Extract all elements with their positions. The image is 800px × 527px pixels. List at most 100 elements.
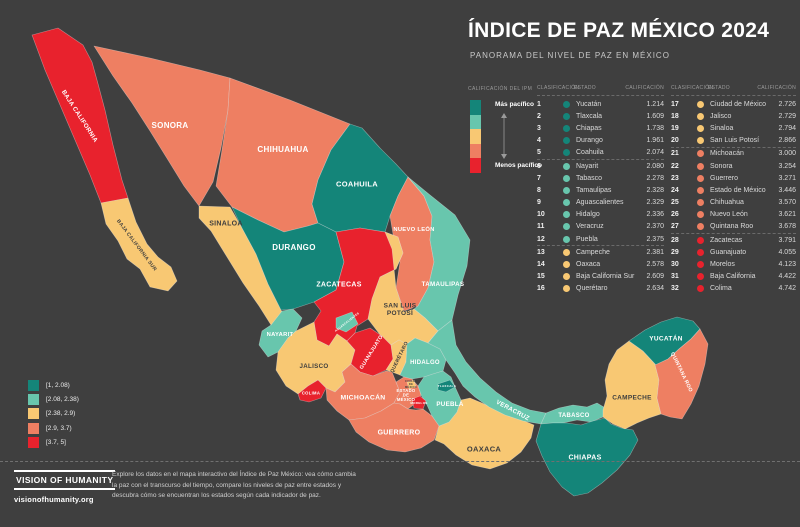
state-name-cell: Nuevo León xyxy=(710,211,748,219)
state-tlaxcala[interactable] xyxy=(437,379,456,393)
state-ciudad_de_mexico[interactable] xyxy=(406,379,417,390)
rank-cell: 2 xyxy=(537,112,541,120)
state-color-dot-icon xyxy=(563,261,570,269)
score-cell: 2.336 xyxy=(646,211,664,219)
score-cell: 2.375 xyxy=(646,235,664,243)
state-name-cell: Hidalgo xyxy=(576,211,600,219)
vision-of-humanity-url[interactable]: visionofhumanity.org xyxy=(14,495,94,504)
score-cell: 1.738 xyxy=(646,124,664,132)
table-row: 13 Campeche 2.381 xyxy=(537,245,664,258)
legend-item: [2.08, 2.38) xyxy=(28,392,79,406)
page-title: ÍNDICE DE PAZ MÉXICO 2024 xyxy=(468,19,770,42)
score-cell: 2.328 xyxy=(646,186,664,194)
rank-cell: 11 xyxy=(537,223,545,231)
table-row: 6 Nayarit 2.080 xyxy=(537,158,664,172)
state-label-sinaloa: SINALOA xyxy=(209,220,243,227)
state-baja_california[interactable] xyxy=(31,27,129,204)
state-name-cell: Ciudad de México xyxy=(710,100,767,108)
state-name-cell: Chiapas xyxy=(576,124,602,132)
state-name-cell: Tlaxcala xyxy=(576,112,603,120)
legend-item: [3.7, 5] xyxy=(28,436,79,450)
score-column-header: CALIFICACIÓN xyxy=(757,85,796,91)
state-name-cell: Puebla xyxy=(576,235,598,243)
state-name-cell: Colima xyxy=(710,285,732,293)
rank-cell: 29 xyxy=(671,248,679,256)
state-color-dot-icon xyxy=(697,285,704,293)
table-row: 14 Oaxaca 2.578 xyxy=(537,258,664,270)
state-guerrero[interactable] xyxy=(348,402,440,453)
table-row: 9 Aguascalientes 2.329 xyxy=(537,197,664,209)
table-row: 19 Sinaloa 2.794 xyxy=(671,122,796,134)
table-row: 21 Michoacán 3.000 xyxy=(671,146,796,160)
state-name-cell: Veracruz xyxy=(576,223,604,231)
state-label-tabasco: TABASCO xyxy=(558,413,589,419)
state-color-dot-icon xyxy=(563,285,570,293)
score-cell: 4.055 xyxy=(778,248,796,256)
state-aguascalientes[interactable] xyxy=(335,311,359,333)
vision-of-humanity-wordmark: VISION OF HUMANITY xyxy=(14,470,116,490)
rank-cell: 20 xyxy=(671,137,679,145)
score-cell: 3.791 xyxy=(778,236,796,244)
state-name-cell: Aguascalientes xyxy=(576,199,624,207)
state-morelos[interactable] xyxy=(411,395,427,410)
score-cell: 2.578 xyxy=(646,261,664,269)
table-row: 18 Jalisco 2.729 xyxy=(671,110,796,122)
state-column-header: ESTADO xyxy=(708,85,730,91)
rank-cell: 6 xyxy=(537,162,541,170)
state-baja_california_sur[interactable] xyxy=(100,197,178,292)
table-row: 16 Querétaro 2.634 xyxy=(537,283,664,295)
state-sonora[interactable] xyxy=(93,45,231,207)
state-label-puebla: PUEBLA xyxy=(436,401,463,408)
state-color-dot-icon xyxy=(563,235,570,243)
state-quintana_roo[interactable] xyxy=(654,328,709,420)
score-cell: 1.214 xyxy=(646,100,664,108)
state-nuevo_leon[interactable] xyxy=(389,176,435,312)
table-row: 8 Tamaulipas 2.328 xyxy=(537,184,664,196)
state-name-cell: Guanajuato xyxy=(710,248,747,256)
rank-cell: 21 xyxy=(671,150,679,158)
state-guanajuato[interactable] xyxy=(346,327,394,377)
state-label-campeche: CAMPECHE xyxy=(612,394,652,401)
state-name-cell: Coahuila xyxy=(576,149,604,157)
ranking-table-column-2: CLASIFICACIÓN ESTADO CALIFICACIÓN 17 Ciud… xyxy=(671,85,796,295)
state-name-cell: Yucatán xyxy=(576,100,602,108)
state-colima[interactable] xyxy=(297,379,327,403)
ranking-table-column-1: CLASIFICACIÓN ESTADO CALIFICACIÓN 1 Yucat… xyxy=(537,85,664,295)
state-color-dot-icon xyxy=(697,223,704,231)
state-label-tamaulipas: TAMAULIPAS xyxy=(422,281,465,288)
state-color-dot-icon xyxy=(563,100,570,108)
state-color-dot-icon xyxy=(563,186,570,194)
score-cell: 2.381 xyxy=(646,248,664,256)
table-row: 1 Yucatán 1.214 xyxy=(537,98,664,110)
rank-cell: 26 xyxy=(671,211,679,219)
score-cell: 3.000 xyxy=(778,150,796,158)
state-color-dot-icon xyxy=(563,211,570,219)
state-color-dot-icon xyxy=(563,137,570,145)
rank-cell: 25 xyxy=(671,199,679,207)
legend-swatch-dark_teal xyxy=(28,379,39,391)
rank-cell: 22 xyxy=(671,162,679,170)
state-label-colima: COLIMA xyxy=(302,390,320,395)
score-column-header: CALIFICACIÓN xyxy=(625,85,664,91)
state-chiapas[interactable] xyxy=(535,417,639,497)
state-label-durango: DURANGO xyxy=(272,243,315,252)
least-peaceful-label: Menos pacífico xyxy=(495,162,542,169)
color-range-legend: [1, 2.08) [2.08, 2.38) [2.38, 2.9) [2.9, 3.… xyxy=(28,378,79,450)
state-color-dot-icon xyxy=(697,261,704,269)
rank-cell: 8 xyxy=(537,186,541,194)
state-name-cell: Estado de México xyxy=(710,186,766,194)
gradient-segment-amber xyxy=(470,129,481,144)
score-cell: 4.742 xyxy=(778,285,796,293)
state-color-dot-icon xyxy=(697,236,704,244)
legend-swatch-light_teal xyxy=(28,394,39,406)
table-row: 30 Morelos 4.123 xyxy=(671,258,796,270)
rank-cell: 31 xyxy=(671,273,679,281)
rank-cell: 16 xyxy=(537,285,545,293)
rank-cell: 19 xyxy=(671,124,679,132)
table-rows: 17 Ciudad de México 2.726 18 Jalisco 2.729 19 S… xyxy=(671,98,796,295)
legend-range-label: [2.9, 3.7) xyxy=(46,424,72,432)
state-veracruz[interactable] xyxy=(427,319,547,425)
state-color-dot-icon xyxy=(697,124,704,132)
rank-cell: 12 xyxy=(537,235,545,243)
table-row: 7 Tabasco 2.278 xyxy=(537,172,664,184)
